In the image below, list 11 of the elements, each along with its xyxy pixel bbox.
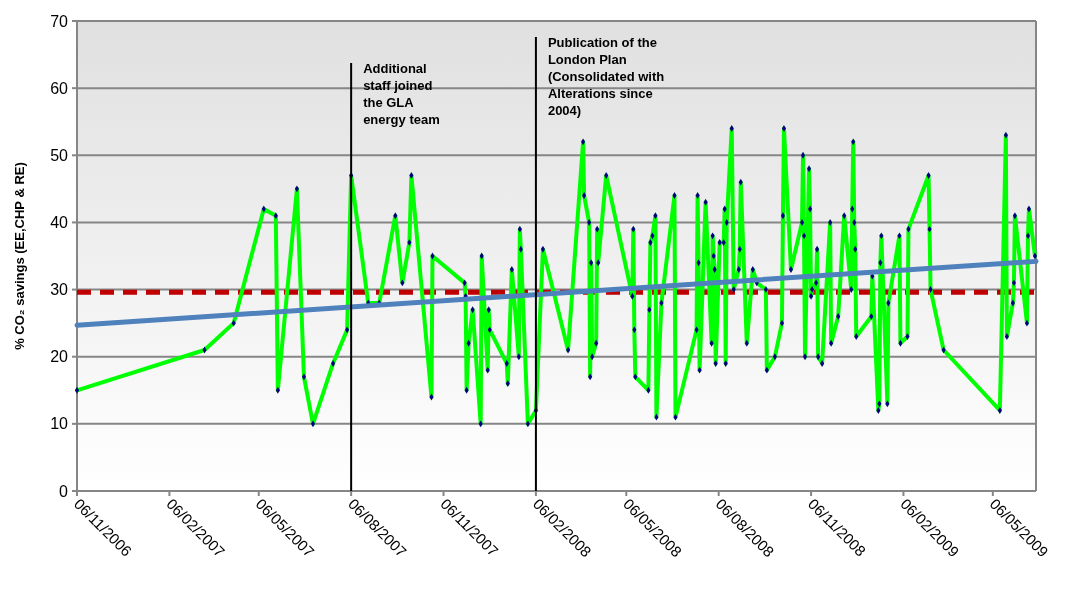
y-tick-label: 30: [50, 281, 69, 299]
y-tick-label: 10: [50, 415, 69, 433]
y-tick-label: 40: [50, 214, 69, 232]
y-tick-label: 50: [50, 146, 69, 164]
y-tick-label: 70: [50, 12, 69, 30]
ref-line-label: Additional staff joined the GLA energy team: [363, 61, 440, 127]
y-tick-label: 20: [50, 348, 69, 366]
ref-line-label: Publication of the London Plan (Consolidated with Alterations since 2004): [547, 35, 665, 118]
y-axis-title: % CO₂ savings (EE,CHP & RE): [12, 162, 27, 350]
y-tick-label: 0: [59, 482, 69, 500]
y-tick-label: 60: [50, 79, 69, 97]
